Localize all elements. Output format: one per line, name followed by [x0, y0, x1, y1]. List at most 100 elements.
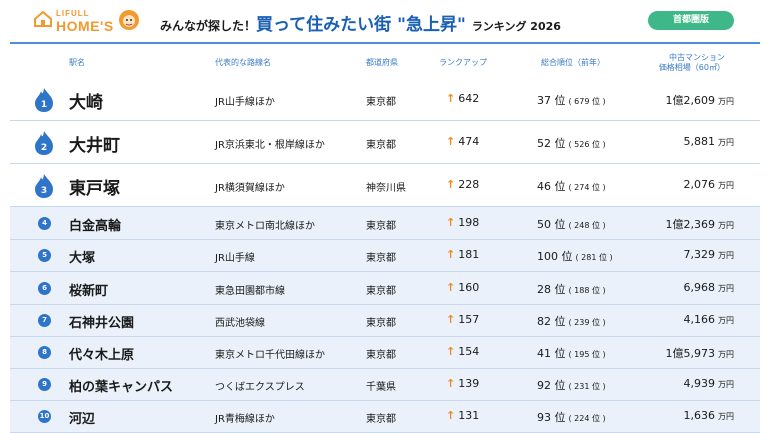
station-name: 石神井公園 — [69, 316, 135, 332]
overall-rank-value: 28 位 — [537, 282, 566, 296]
table-row[interactable]: 5 大塚 JR山手線 東京都 ↑ 181 100 位( 281 位 ) 7,329 万円 — [10, 240, 760, 272]
up-arrow-icon: ↑ — [446, 313, 456, 327]
price-value: 4,939 — [683, 377, 716, 391]
prefecture: 東京都 — [366, 318, 396, 329]
previous-rank: ( 195 位 ) — [568, 350, 606, 360]
overall-rank: 93 位( 224 位 ) — [537, 409, 606, 425]
overall-rank: 52 位( 526 位 ) — [537, 135, 606, 151]
rank-up: ↑ 139 — [446, 377, 479, 390]
overall-rank: 41 位( 195 位 ) — [537, 345, 606, 361]
line-name: JR青梅線ほか — [215, 414, 275, 425]
rank-up-value: 160 — [458, 280, 480, 294]
price-value: 7,329 — [683, 248, 716, 262]
prefecture: 東京都 — [366, 96, 396, 108]
price: 1億5,973 万円 — [614, 345, 735, 361]
previous-rank: ( 224 位 ) — [568, 414, 606, 424]
up-arrow-icon: ↑ — [446, 134, 456, 148]
station-name: 大塚 — [69, 251, 96, 267]
previous-rank: ( 281 位 ) — [575, 253, 613, 263]
rank-up-value: 131 — [458, 409, 480, 423]
table-row[interactable]: 6 桜新町 東急田園都市線 東京都 ↑ 160 28 位( 188 位 ) 6,968 万円 — [10, 272, 760, 305]
price: 1億2,609 万円 — [614, 92, 735, 108]
table-row[interactable]: 9 柏の葉キャンパス つくばエクスプレス 千葉県 ↑ 139 92 位( 231 位 ) 4,… — [10, 369, 760, 401]
price-value: 5,881 — [683, 134, 716, 148]
rank-up-value: 181 — [458, 248, 480, 262]
rank-up: ↑ 157 — [446, 313, 479, 326]
price-unit: 万円 — [718, 251, 734, 261]
up-arrow-icon: ↑ — [446, 248, 456, 262]
table-row[interactable]: 1 大崎 JR山手線ほか 東京都 ↑ 642 37 位( 679 位 ) 1億2,609 万円 — [10, 78, 760, 121]
rank-up: ↑ 642 — [446, 92, 479, 105]
region-badge[interactable]: 首都圏版 — [648, 11, 734, 30]
header: LIFULL HOME'S みんなが探した！買って住みたい街 "急上昇" ランキン… — [0, 0, 770, 42]
rank-up: ↑ 181 — [446, 248, 479, 261]
station-name: 大崎 — [69, 92, 103, 113]
table-row[interactable]: 2 大井町 JR京浜東北・根岸線ほか 東京都 ↑ 474 52 位( 526 位 ) 5,88… — [10, 121, 760, 164]
overall-rank: 100 位( 281 位 ) — [537, 248, 613, 264]
price: 1億2,369 万円 — [614, 216, 735, 232]
price-unit: 万円 — [718, 412, 734, 422]
overall-rank-value: 52 位 — [537, 136, 566, 150]
price: 7,329 万円 — [614, 248, 735, 262]
logo-text-main: HOME'S — [56, 18, 114, 34]
rank-up: ↑ 160 — [446, 281, 479, 294]
price-unit: 万円 — [718, 283, 734, 293]
line-name: JR横須賀線ほか — [215, 182, 285, 194]
line-name: JR山手線 — [215, 253, 255, 264]
overall-rank-value: 92 位 — [537, 379, 566, 393]
overall-rank: 28 位( 188 位 ) — [537, 281, 606, 297]
overall-rank: 82 位( 239 位 ) — [537, 313, 606, 329]
rank-up-value: 154 — [458, 345, 480, 359]
mascot-icon — [119, 10, 139, 30]
previous-rank: ( 231 位 ) — [568, 382, 606, 392]
up-arrow-icon: ↑ — [446, 345, 456, 359]
price-value: 1億5,973 — [665, 347, 716, 361]
overall-rank: 92 位( 231 位 ) — [537, 377, 606, 393]
price-unit: 万円 — [718, 316, 734, 326]
overall-rank: 37 位( 679 位 ) — [537, 92, 606, 108]
prefecture: 千葉県 — [366, 382, 396, 393]
rank-up-value: 474 — [458, 134, 480, 148]
rank-up: ↑ 228 — [446, 178, 479, 191]
table-row[interactable]: 3 東戸塚 JR横須賀線ほか 神奈川県 ↑ 228 46 位( 274 位 ) 2,076 万円 — [10, 164, 760, 207]
price-unit: 万円 — [718, 380, 734, 390]
station-name: 東戸塚 — [69, 178, 120, 199]
up-arrow-icon: ↑ — [446, 377, 456, 391]
rank-badge: 8 — [38, 346, 51, 359]
line-name: つくばエクスプレス — [215, 382, 305, 393]
price-unit: 万円 — [718, 137, 734, 147]
previous-rank: ( 188 位 ) — [568, 285, 606, 295]
price-unit: 万円 — [718, 220, 734, 230]
previous-rank: ( 679 位 ) — [568, 96, 606, 106]
overall-rank: 50 位( 248 位 ) — [537, 216, 606, 232]
rank-badge: 6 — [38, 281, 51, 295]
price-unit: 万円 — [718, 350, 734, 360]
price-unit: 万円 — [718, 180, 734, 190]
rank-up: ↑ 198 — [446, 216, 479, 229]
col-header-station: 駅名 — [69, 58, 85, 67]
rank-badge: 10 — [38, 410, 51, 423]
previous-rank: ( 239 位 ) — [568, 318, 606, 328]
station-name: 白金高輪 — [69, 218, 122, 234]
table-row[interactable]: 7 石神井公園 西武池袋線 東京都 ↑ 157 82 位( 239 位 ) 4,166 万円 — [10, 305, 760, 337]
price: 4,939 万円 — [614, 377, 735, 391]
rank-up-value: 228 — [458, 177, 480, 191]
line-name: 東京メトロ南北線ほか — [215, 220, 315, 232]
col-header-rankup: ランクアップ — [439, 58, 487, 67]
table-row[interactable]: 10 河辺 JR青梅線ほか 東京都 ↑ 131 93 位( 224 位 ) 1,636 万円 — [10, 401, 760, 433]
flame-rank-icon: 3 — [35, 174, 53, 198]
svg-text:3: 3 — [41, 186, 47, 196]
lifull-homes-logo[interactable]: LIFULL HOME'S — [34, 9, 144, 35]
overall-rank-value: 100 位 — [537, 250, 573, 264]
svg-text:1: 1 — [41, 100, 47, 110]
rank-up-value: 157 — [458, 313, 480, 327]
price: 1,636 万円 — [614, 409, 735, 422]
previous-rank: ( 274 位 ) — [568, 182, 606, 192]
house-icon — [34, 11, 52, 27]
price-value: 6,968 — [683, 280, 716, 294]
price: 4,166 万円 — [614, 313, 735, 326]
line-name: 西武池袋線 — [215, 318, 265, 329]
table-row[interactable]: 4 白金高輪 東京メトロ南北線ほか 東京都 ↑ 198 50 位( 248 位 ) 1億2,3… — [10, 207, 760, 240]
station-name: 桜新町 — [69, 283, 109, 299]
table-row[interactable]: 8 代々木上原 東京メトロ千代田線ほか 東京都 ↑ 154 41 位( 195 位 ) 1億5… — [10, 337, 760, 369]
